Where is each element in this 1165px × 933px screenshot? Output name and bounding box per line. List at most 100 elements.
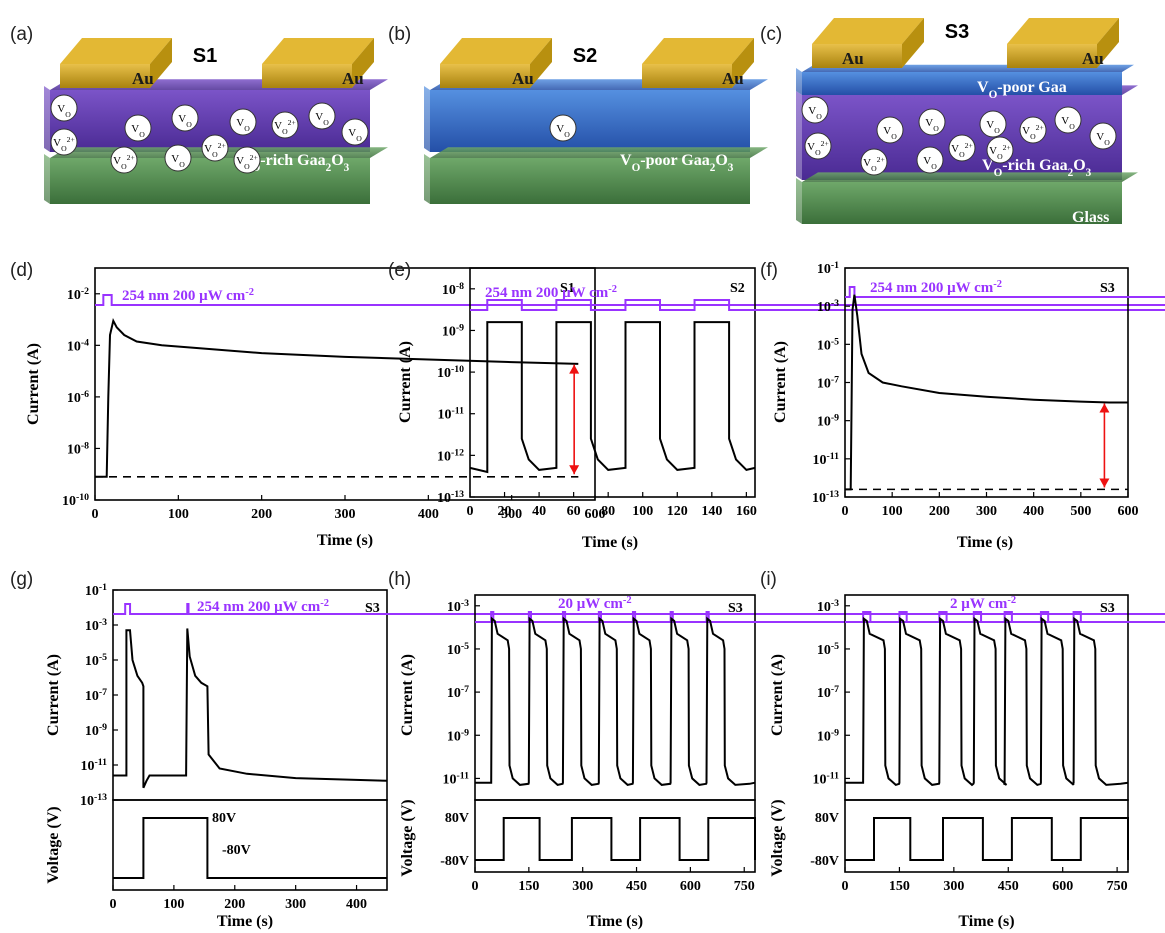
y-tick-label-part: 10 <box>62 494 76 509</box>
vacancy-11-label-part: V <box>236 155 244 167</box>
x-tick-label-part: 200 <box>929 504 950 519</box>
light-label: 20 μW cm-2 <box>558 595 632 613</box>
y-tick-label: 10-9 <box>817 412 839 430</box>
vacancy-3-label-part: V <box>178 113 186 125</box>
y-tick-label: 10-3 <box>85 617 107 635</box>
au-label-right: Au <box>1082 49 1104 68</box>
x-tick-label-part: 160 <box>736 504 757 519</box>
vacancy-8-label-part: O <box>356 134 362 143</box>
x-tick-label-part: 300 <box>335 507 356 522</box>
x-tick-label: 750 <box>734 879 755 894</box>
x-axis-label: Time (s) <box>957 534 1013 551</box>
light-label-part: 254 nm 200 μW cm <box>870 280 994 296</box>
vacancy-8-label: VO <box>348 127 362 143</box>
y-tick-label-part: -8 <box>456 280 464 291</box>
x-tick-label-part: 750 <box>1107 879 1128 894</box>
x-tick-label-part: 0 <box>472 879 479 894</box>
light-label: 2 μW cm-2 <box>950 595 1016 613</box>
poor-layer-front <box>430 90 750 152</box>
y-tick-label-part: -5 <box>831 640 839 651</box>
y-tick-label-part: 10 <box>812 491 826 506</box>
x-tick-label-part: 80 <box>601 504 615 519</box>
panel-label-part: (a) <box>10 24 33 45</box>
y-tick-label-part: -9 <box>456 322 464 333</box>
x-tick-label: 600 <box>585 507 606 522</box>
y-tick-label: 10-9 <box>442 322 464 340</box>
y-tick-label: 10-13 <box>80 792 107 810</box>
vacancy-11-label-part: 2+ <box>1003 143 1011 152</box>
au-label-left: Au <box>512 69 534 88</box>
panel-label: (e) <box>388 260 411 281</box>
vacancy-3-label-part: V <box>925 117 933 129</box>
ratio-arrow-head-bottom <box>1099 478 1110 488</box>
voltage-label-high: 80V <box>815 811 839 826</box>
poor-layer-label-part: V <box>620 152 632 169</box>
x-tick-label: 500 <box>501 507 522 522</box>
sample-label: S2 <box>573 45 597 67</box>
y-axis-label-part: Current (A) <box>399 654 416 736</box>
voltage-axis-label-part: Voltage (V) <box>45 806 62 883</box>
y-tick-label-part: 10 <box>67 442 81 457</box>
y-tick-label: 10-7 <box>817 374 839 392</box>
vacancy-8 <box>341 118 369 146</box>
y-tick-label-part: -5 <box>99 652 107 663</box>
voltage-label-low-part: -80V <box>222 843 251 858</box>
vacancy-9-label-part: V <box>113 155 121 167</box>
chart-g-voltage-series <box>113 817 387 879</box>
vacancy-1-label-part: 2+ <box>821 139 829 148</box>
vacancy-11-label-part: O <box>997 152 1003 161</box>
poor-layer-front <box>802 72 1122 95</box>
light-label-part: 254 nm 200 μW cm <box>122 288 246 304</box>
vacancy-2-label-part: O <box>891 132 897 141</box>
sample-label-part: S3 <box>1100 601 1115 616</box>
y-tick-label: 10-9 <box>447 727 469 745</box>
x-tick-label-part: 150 <box>889 879 910 894</box>
panel-label-part: (b) <box>388 24 411 45</box>
vacancy-4-label-part: 2+ <box>965 141 973 150</box>
au-left-side <box>902 18 924 68</box>
au-label-right: Au <box>722 69 744 88</box>
x-tick-label: 750 <box>1107 879 1128 894</box>
au-left-top <box>440 38 552 64</box>
panel-label-part: (h) <box>388 569 411 590</box>
y-axis-label: Current (A) <box>399 654 416 736</box>
y-tick-label-part: 10 <box>447 600 461 615</box>
y-tick-label-part: -7 <box>461 684 469 695</box>
vacancy-5-label: VO <box>236 117 250 133</box>
voltage-label-low: -80V <box>440 854 469 869</box>
poor-layer-label-part: V <box>977 79 989 96</box>
vacancy-9 <box>110 146 138 174</box>
vacancy-10-label-part: O <box>931 162 937 171</box>
y-tick-label-part: -11 <box>456 770 469 781</box>
x-tick-label: 120 <box>667 504 688 519</box>
vacancy-5 <box>979 110 1007 138</box>
glass-layer-front <box>50 158 370 204</box>
vacancy-0-label-part: O <box>564 130 570 139</box>
y-tick-label: 10-5 <box>817 336 839 354</box>
y-tick-label: 10-13 <box>437 489 464 507</box>
vacancy-4-label: VO2+ <box>951 141 973 159</box>
au-right-side <box>352 38 374 88</box>
y-tick-label: 10-11 <box>812 450 839 468</box>
x-tick-label: 300 <box>976 504 997 519</box>
x-axis-label: Time (s) <box>217 913 273 930</box>
panel-label: (c) <box>760 24 782 45</box>
sample-label: S1 <box>193 45 217 67</box>
light-label: 254 nm 200 μW cm-2 <box>485 284 617 302</box>
y-axis-label-part: Current (A) <box>25 343 42 425</box>
y-tick-label-part: -11 <box>94 757 107 768</box>
vacancy-1-label: VO2+ <box>53 135 75 153</box>
glass-label: Glass <box>1072 209 1109 226</box>
x-tick-label-part: 0 <box>467 504 474 519</box>
vacancy-10 <box>916 146 944 174</box>
vacancy-0-label-part: V <box>556 123 564 135</box>
vacancy-1-label-part: 2+ <box>67 135 75 144</box>
vacancy-7-label-part: O <box>1069 122 1075 131</box>
y-tick-label-part: 10 <box>67 391 81 406</box>
rich-layer-label-part: O <box>994 167 1003 179</box>
panel-label: (i) <box>760 569 777 590</box>
y-tick-label-part: -9 <box>831 412 839 423</box>
y-tick-label: 10-10 <box>437 364 464 382</box>
poor-layer-label-part: 3 <box>728 162 734 174</box>
